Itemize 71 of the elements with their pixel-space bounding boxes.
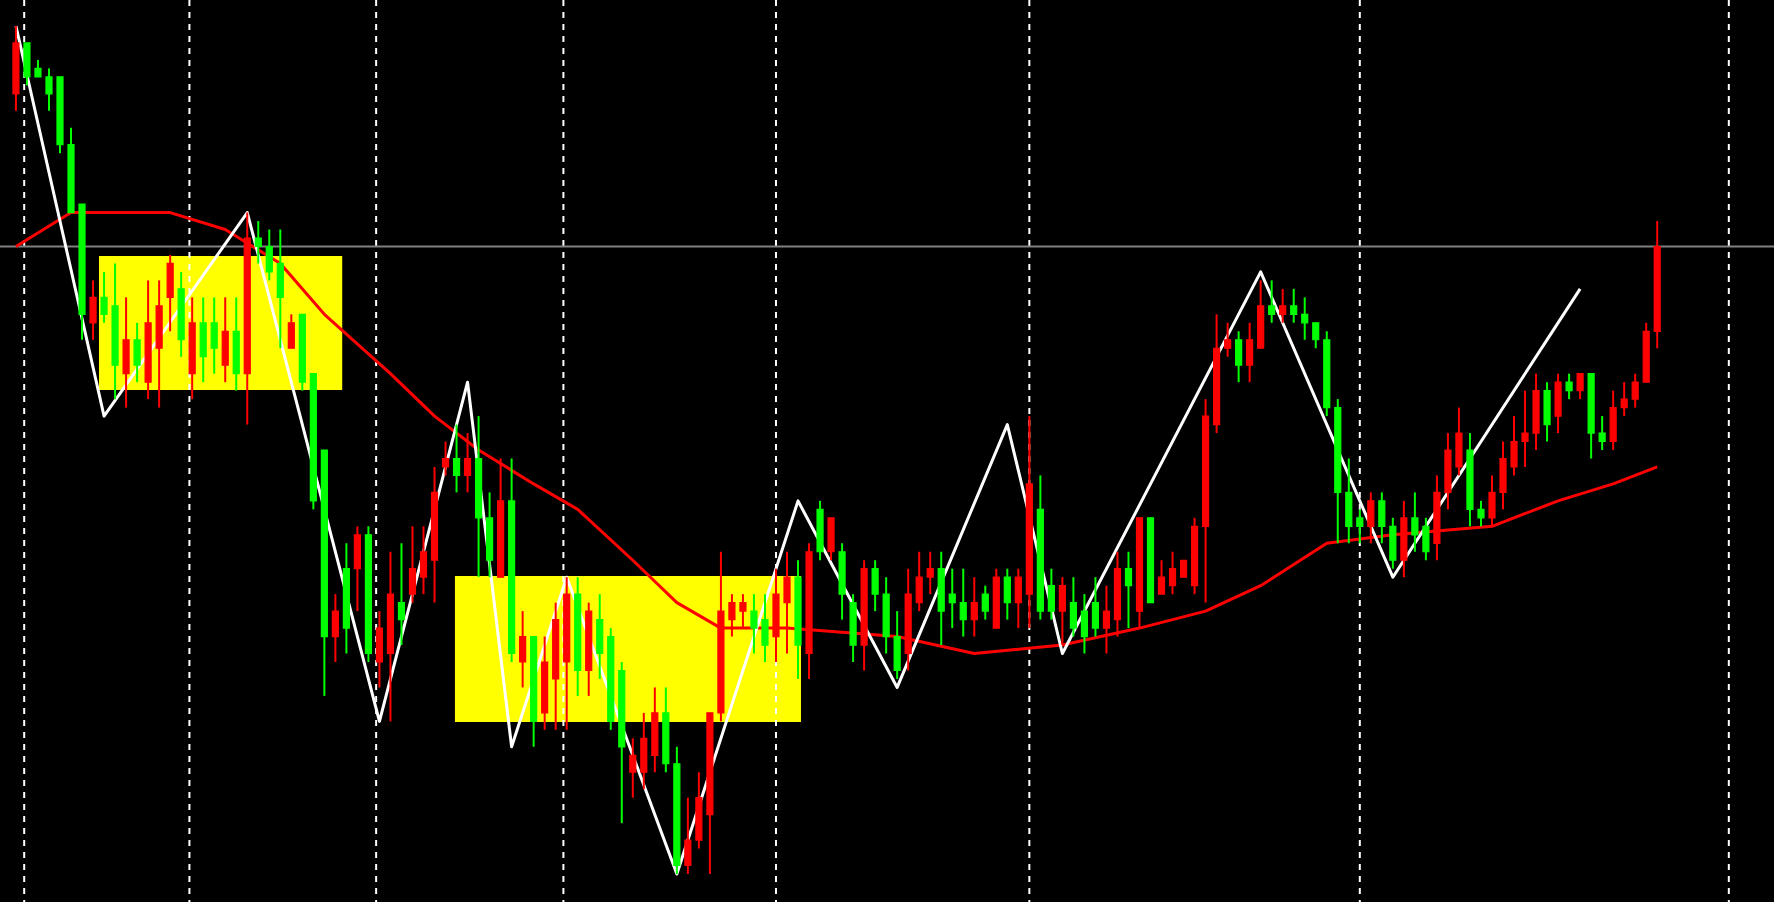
candlestick <box>408 525 417 604</box>
candlestick <box>1290 287 1298 324</box>
candlestick <box>232 296 240 392</box>
candlestick <box>816 499 824 562</box>
candlestick <box>452 423 461 494</box>
candlestick <box>375 610 384 689</box>
candlestick <box>1003 567 1011 621</box>
candlestick <box>89 279 97 341</box>
candlestick <box>199 296 207 384</box>
candlestick <box>915 550 923 613</box>
candlestick <box>133 321 141 384</box>
candlestick <box>651 686 659 774</box>
candlestick <box>827 516 835 562</box>
candlestick <box>1224 321 1232 358</box>
candlestick <box>1246 321 1254 384</box>
candlestick <box>596 593 604 680</box>
candlestick <box>981 584 989 621</box>
candlestick <box>937 550 945 647</box>
candlestick <box>1091 576 1100 638</box>
candlestick <box>397 542 406 647</box>
candlestick <box>1168 550 1177 596</box>
candlestick <box>1235 330 1243 384</box>
candlestick <box>1543 381 1551 443</box>
candlestick <box>893 610 901 680</box>
candlestick <box>221 296 229 384</box>
candlestick <box>1367 491 1375 545</box>
candlestick <box>1014 567 1022 630</box>
candlestick <box>1257 279 1265 350</box>
candlestick <box>1554 372 1562 435</box>
candlestick <box>1124 550 1133 630</box>
candlestick <box>1631 372 1639 409</box>
candlestick <box>331 593 339 663</box>
candlestick <box>254 220 262 265</box>
candlestick <box>1080 593 1089 655</box>
candlestick <box>276 228 284 350</box>
candlestick <box>1047 567 1055 621</box>
candlestick <box>838 542 846 621</box>
candlestick <box>849 593 857 663</box>
candlestick <box>1058 576 1066 647</box>
candlestick <box>1301 296 1309 341</box>
candlestick <box>1069 576 1077 638</box>
candlestick <box>629 737 637 799</box>
candlestick <box>1356 508 1364 545</box>
candlestick <box>1279 287 1287 324</box>
candlestick <box>210 296 218 375</box>
candlestick <box>122 296 130 409</box>
candlestick <box>1312 321 1320 350</box>
candlestick <box>287 313 295 350</box>
candlestick <box>1268 279 1276 324</box>
candlestick <box>1378 491 1386 545</box>
candlestick <box>959 567 967 638</box>
candlestick <box>265 228 273 282</box>
candlestick <box>1157 559 1166 596</box>
candlestick <box>1400 499 1408 579</box>
candlestick <box>926 550 934 596</box>
candlestick <box>948 567 956 630</box>
candlestick <box>441 440 450 477</box>
candlestick <box>1609 389 1617 451</box>
candlestick <box>1565 372 1573 401</box>
candlestick <box>1345 457 1353 545</box>
candlestick <box>419 525 428 596</box>
candlestick <box>1576 372 1584 401</box>
candlestick <box>970 576 978 638</box>
candlestick <box>166 253 174 333</box>
candlestick <box>519 610 527 689</box>
candlestick <box>1620 381 1628 418</box>
candlestick <box>640 711 648 791</box>
candlestick <box>353 525 362 613</box>
candlestick <box>463 432 472 494</box>
candlestick <box>485 491 494 579</box>
candlestick <box>1389 516 1397 570</box>
